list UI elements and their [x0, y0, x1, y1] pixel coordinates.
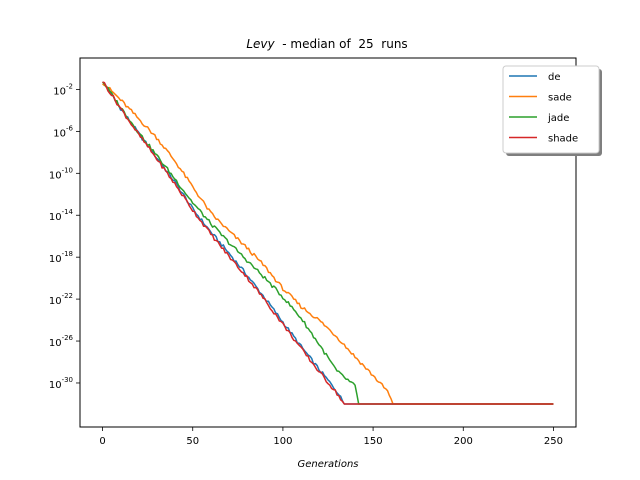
y-tick-label: 10-26: [49, 334, 74, 349]
title-rest: - median of 25 runs: [275, 37, 408, 51]
series-line-jade: [101, 81, 554, 405]
title-function-name: Levy: [246, 37, 275, 51]
x-tick-label: 0: [99, 436, 105, 447]
x-tick-label: 200: [454, 436, 473, 447]
y-axis: 10-2 10-6 10-10 10-14 10-18 10-22 10-26 10-30: [49, 82, 80, 391]
series-line-shade: [102, 81, 554, 405]
x-tick-label: 50: [186, 436, 199, 447]
y-tick-label: 10-18: [49, 250, 73, 265]
y-tick-label: 10-2: [53, 82, 73, 97]
y-tick-label: 10-6: [53, 124, 73, 139]
legend-label-de: de: [548, 72, 561, 83]
y-tick-label: 10-10: [49, 166, 73, 181]
x-tick-label: 100: [273, 436, 292, 447]
y-tick-label: 10-30: [49, 376, 73, 391]
x-axis: 0 50 100 150 200 250: [99, 427, 563, 447]
x-tick-label: 250: [544, 436, 563, 447]
legend-label-jade: jade: [547, 113, 569, 124]
x-tick-label: 150: [364, 436, 383, 447]
legend-label-sade: sade: [548, 93, 572, 104]
plot-frame: [79, 57, 577, 428]
legend: de sade jade shade: [502, 65, 602, 156]
plot-lines: [101, 81, 554, 405]
x-axis-label: Generations: [298, 459, 359, 470]
legend-box: [502, 65, 600, 154]
legend-label-shade: shade: [548, 134, 578, 145]
y-tick-label: 10-22: [49, 292, 73, 307]
chart-title: Levy - median of 25 runs: [246, 37, 407, 51]
y-tick-label: 10-14: [49, 208, 74, 223]
